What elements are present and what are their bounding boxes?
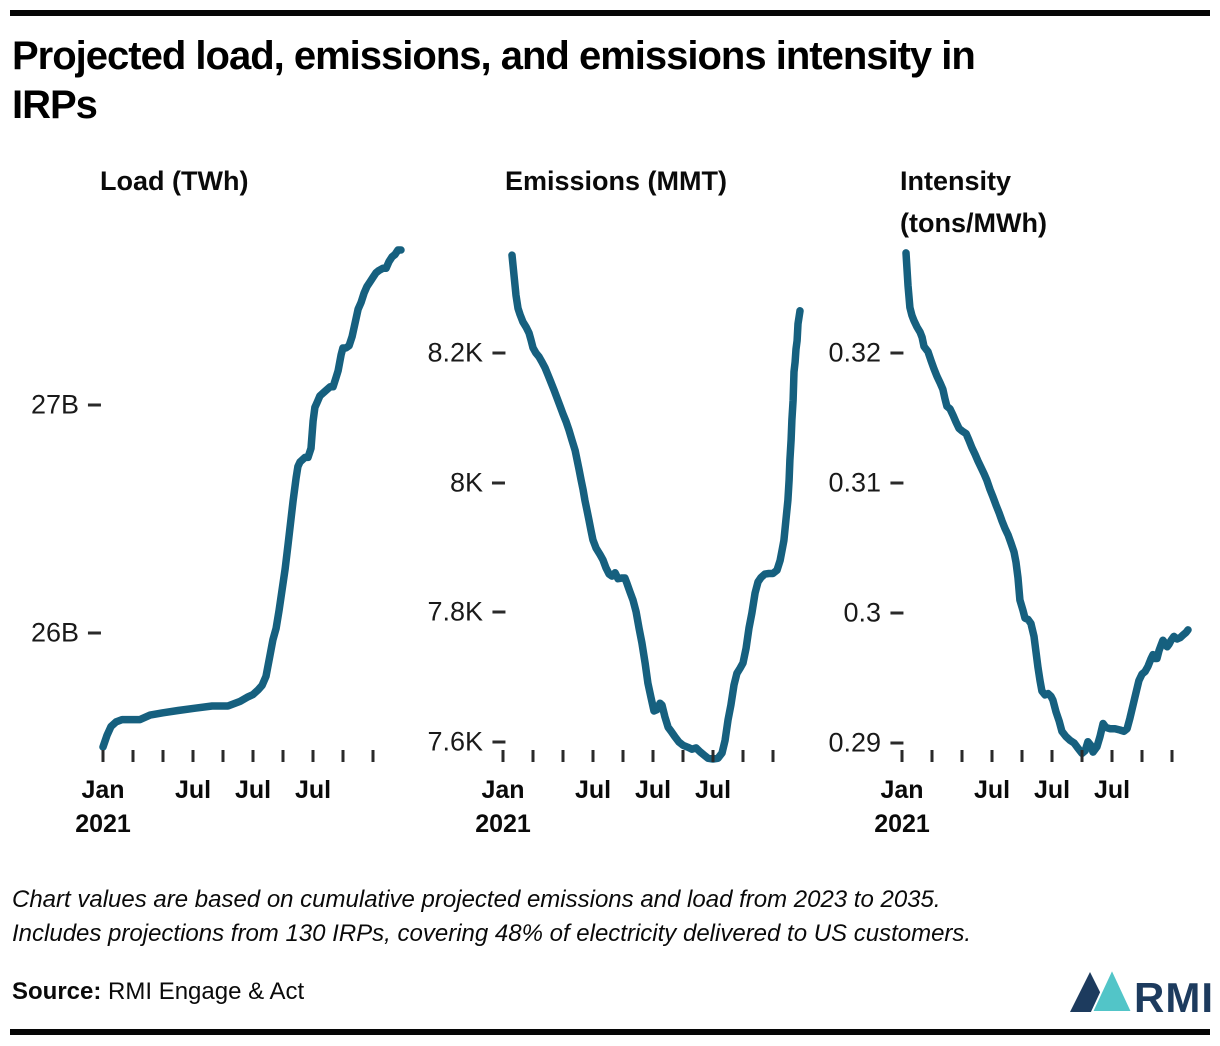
x-tick [281, 750, 285, 762]
y-tick-mark [492, 610, 505, 614]
source-label: Source: [12, 978, 102, 1005]
x-tick [561, 750, 565, 762]
x-tick-label: Jul [174, 776, 212, 804]
x-tick-label: Jul [1033, 776, 1071, 804]
y-tick-text: 7.6K [427, 726, 483, 757]
x-tick [311, 750, 315, 762]
footnote-line1: Chart values are based on cumulative pro… [12, 886, 941, 913]
y-tick-text: 0.29 [828, 727, 881, 758]
x-tick [531, 750, 535, 762]
x-tick [990, 750, 994, 762]
x-tick-label: Jan [81, 776, 125, 804]
y-tick-label: 0.31 [828, 468, 903, 499]
y-tick-label: 8K [450, 467, 505, 498]
x-tick-label: Jan [481, 776, 525, 804]
y-tick-text: 0.32 [828, 337, 881, 368]
x-tick [930, 750, 934, 762]
x-tick [1170, 750, 1174, 762]
series-line-Emissions (MMT) [508, 251, 804, 763]
y-tick-label: 7.6K [427, 727, 505, 758]
y-tick-text: 8.2K [427, 337, 483, 368]
panel-title: Intensity [900, 166, 1012, 196]
y-tick-label: 0.32 [828, 338, 903, 369]
x-tick-label: Jul [574, 776, 612, 804]
x-tick [711, 750, 715, 762]
x-tick [741, 750, 745, 762]
x-tick-label: 2021 [475, 810, 531, 838]
x-tick [621, 750, 625, 762]
y-tick-mark [88, 631, 101, 635]
source-text: RMI Engage & Act [101, 978, 305, 1005]
page-title-line2: IRPs [12, 83, 98, 127]
panel-title: (tons/MWh) [900, 208, 1047, 238]
x-tick-label: Jul [694, 776, 732, 804]
y-tick-mark [890, 481, 903, 485]
x-tick [371, 750, 375, 762]
y-tick-mark [492, 481, 505, 485]
y-tick-label: 27B [31, 390, 101, 421]
y-tick-mark [492, 351, 505, 355]
x-tick [1110, 750, 1114, 762]
x-tick-label: Jan [880, 776, 924, 804]
x-tick [221, 750, 225, 762]
x-tick [651, 750, 655, 762]
y-tick-text: 27B [30, 389, 79, 420]
y-tick-label: 26B [31, 618, 101, 649]
y-tick-mark [88, 403, 101, 407]
y-tick-label: 8.2K [427, 338, 505, 369]
y-tick-text: 8K [449, 467, 483, 498]
x-tick-label: Jul [234, 776, 272, 804]
y-tick-text: 26B [30, 617, 79, 648]
y-tick-mark [890, 611, 903, 615]
x-tick-label: 2021 [874, 810, 930, 838]
x-tick [960, 750, 964, 762]
x-tick [191, 750, 195, 762]
panel-title: Emissions (MMT) [505, 166, 728, 196]
logo-mountain-right [1090, 966, 1134, 1013]
x-tick-label: Jul [294, 776, 332, 804]
y-tick-label: 0.3 [843, 598, 903, 629]
y-tick-text: 0.3 [843, 597, 881, 628]
x-tick [1140, 750, 1144, 762]
x-tick-label: Jul [1093, 776, 1131, 804]
y-tick-mark [890, 741, 903, 745]
x-tick [1050, 750, 1054, 762]
x-tick [501, 750, 505, 762]
x-tick [1080, 750, 1084, 762]
footnote-line2: Includes projections from 130 IRPs, cove… [12, 920, 972, 947]
x-tick-label: Jul [973, 776, 1011, 804]
series-line-Load (TWh) [99, 246, 405, 751]
source-line: Source: RMI Engage & Act [12, 978, 304, 1006]
x-tick-label: Jul [634, 776, 672, 804]
y-tick-text: 7.8K [427, 596, 483, 627]
x-tick [101, 750, 105, 762]
panel-title: Load (TWh) [100, 166, 249, 196]
x-tick-label: 2021 [75, 810, 131, 838]
y-tick-mark [890, 351, 903, 355]
x-tick [1020, 750, 1024, 762]
x-tick [131, 750, 135, 762]
x-tick [161, 750, 165, 762]
y-tick-mark [492, 740, 505, 744]
bottom-accent-bar [10, 1029, 1210, 1035]
x-tick [900, 750, 904, 762]
series-line-Intensity (tons/MWh) [902, 249, 1192, 758]
y-tick-label: 0.29 [828, 728, 903, 759]
y-tick-label: 7.8K [427, 597, 505, 628]
top-accent-bar [10, 10, 1210, 16]
logo-text: RMI [1134, 974, 1214, 1016]
x-tick [251, 750, 255, 762]
rmi-logo: RMI [1070, 966, 1214, 1016]
x-tick [341, 750, 345, 762]
page-title-line1: Projected load, emissions, and emissions… [12, 34, 976, 78]
x-tick [591, 750, 595, 762]
x-tick [771, 750, 775, 762]
x-tick [681, 750, 685, 762]
page-title: Projected load, emissions, and emissions… [12, 32, 1182, 130]
y-tick-text: 0.31 [828, 467, 881, 498]
